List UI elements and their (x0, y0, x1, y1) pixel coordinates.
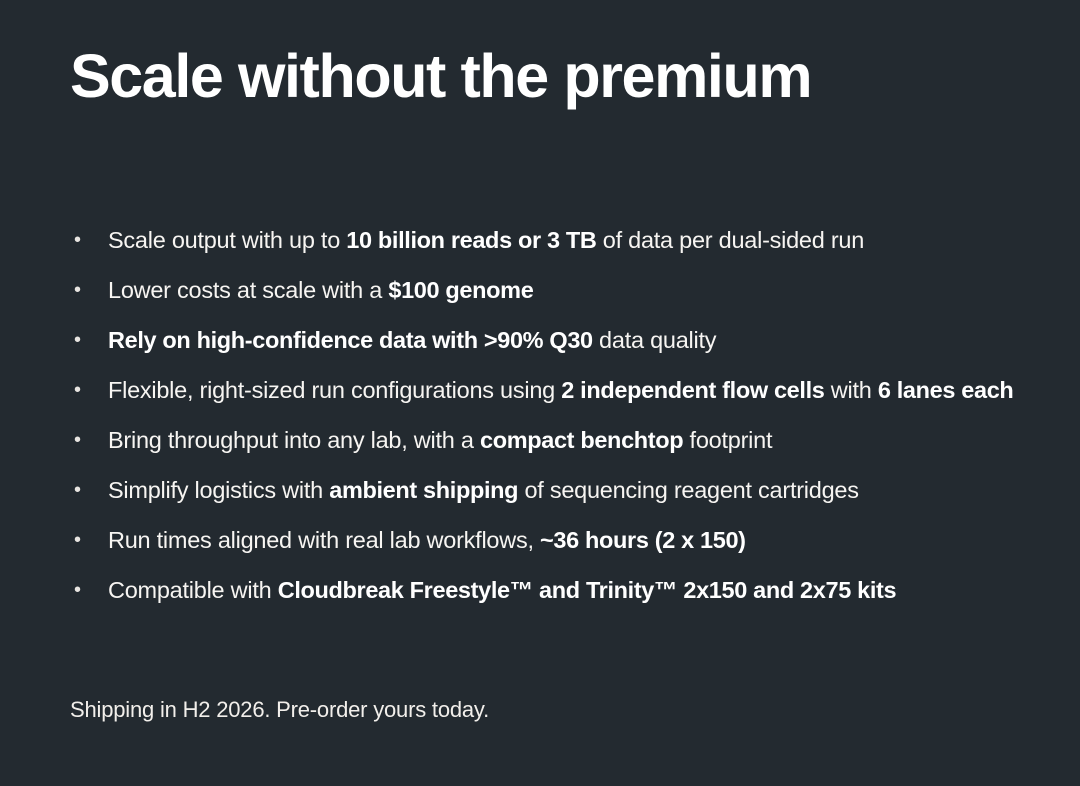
list-item-text: Rely on high-confidence data with >90% Q… (108, 315, 1030, 365)
bullet-dot-icon: • (74, 529, 81, 551)
bullet-dot-icon: • (74, 379, 81, 401)
body-text: of sequencing reagent cartridges (518, 477, 859, 503)
list-item: • Rely on high-confidence data with >90% … (70, 315, 1030, 365)
body-text: Run times aligned with real lab workflow… (108, 527, 541, 553)
body-text: Simplify logistics with (108, 477, 330, 503)
list-item-text: Simplify logistics with ambient shipping… (108, 465, 1030, 515)
list-item: • Compatible with Cloudbreak Freestyle™ a… (70, 565, 1030, 615)
emphasis-text: 10 billion reads or 3 TB (346, 227, 597, 253)
list-item-text: Bring throughput into any lab, with a co… (108, 415, 1030, 465)
list-item-text: Compatible with Cloudbreak Freestyle™ an… (108, 565, 1030, 615)
list-item-text: Run times aligned with real lab workflow… (108, 515, 1030, 565)
emphasis-text: Cloudbreak Freestyle™ and Trinity™ 2x150… (277, 577, 897, 603)
emphasis-text: ambient shipping (329, 477, 519, 503)
list-item-text: Flexible, right-sized run configurations… (108, 365, 1030, 415)
emphasis-text: $100 genome (388, 277, 534, 303)
page-title: Scale without the premium (70, 42, 813, 110)
emphasis-text: ~36 hours (2 x 150) (540, 527, 746, 553)
emphasis-text: compact benchtop (479, 427, 684, 453)
bullet-dot-icon: • (74, 579, 81, 601)
feature-bullet-list: • Scale output with up to 10 billion read… (70, 215, 1030, 615)
body-text: with (824, 377, 878, 403)
list-item-text: Lower costs at scale with a $100 genome (108, 265, 1030, 315)
body-text: of data per dual-sided run (596, 227, 865, 253)
bullet-dot-icon: • (74, 279, 81, 301)
bullet-dot-icon: • (74, 229, 81, 251)
body-text: Flexible, right-sized run configurations… (108, 377, 562, 403)
bullet-dot-icon: • (74, 429, 81, 451)
body-text: Lower costs at scale with a (108, 277, 389, 303)
shipping-availability-note: Shipping in H2 2026. Pre-order yours tod… (70, 697, 490, 722)
bullet-dot-icon: • (74, 479, 81, 501)
body-text: Bring throughput into any lab, with a (108, 427, 480, 453)
body-text: data quality (592, 327, 717, 353)
bullet-dot-icon: • (74, 329, 81, 351)
list-item: • Flexible, right-sized run configuratio… (70, 365, 1030, 415)
emphasis-text: 6 lanes each (877, 377, 1014, 403)
list-item-text: Scale output with up to 10 billion reads… (108, 215, 1030, 265)
body-text: footprint (683, 427, 773, 453)
list-item: • Lower costs at scale with a $100 genome (70, 265, 1030, 315)
list-item: • Simplify logistics with ambient shippin… (70, 465, 1030, 515)
list-item: • Run times aligned with real lab workflo… (70, 515, 1030, 565)
emphasis-text: 2 independent flow cells (561, 377, 825, 403)
emphasis-text: Rely on high-confidence data with >90% Q… (108, 327, 593, 353)
list-item: • Scale output with up to 10 billion read… (70, 215, 1030, 265)
body-text: Scale output with up to (108, 227, 347, 253)
list-item: • Bring throughput into any lab, with a c… (70, 415, 1030, 465)
body-text: Compatible with (108, 577, 278, 603)
